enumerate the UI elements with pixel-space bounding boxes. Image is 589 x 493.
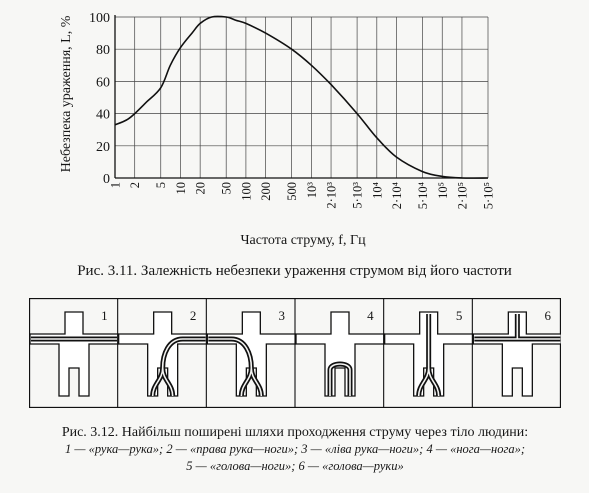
y-tick-label: 80 bbox=[96, 43, 110, 58]
current-path-inner bbox=[474, 314, 561, 340]
x-tick-label: 100 bbox=[239, 182, 253, 201]
x-tick-label: 10³ bbox=[305, 182, 319, 199]
y-tick-label: 60 bbox=[96, 75, 110, 90]
current-path-panel: 4 bbox=[294, 298, 385, 408]
x-tick-label: 5·10⁵ bbox=[482, 182, 496, 209]
x-tick-label: 5 bbox=[154, 182, 168, 188]
y-tick-labels: 0 20 40 60 80 100 bbox=[89, 11, 110, 187]
figure-3-11-caption: Рис. 3.11. Залежність небезпеки ураження… bbox=[77, 263, 512, 279]
caption-line-1: Рис. 3.12. Найбільш поширені шляхи прохо… bbox=[61, 425, 529, 440]
x-tick-labels: 1 2 5 10 20 50 100 200 500 10³ 2·10³ 5·10³ 10⁴ 2·10⁴ 5… bbox=[109, 182, 496, 210]
x-tick-label: 2·10³ bbox=[325, 182, 339, 209]
current-path-panel: 6 bbox=[471, 298, 561, 408]
figure-3-12-caption: Рис. 3.12. Найбільш поширені шляхи прохо… bbox=[4, 424, 586, 475]
x-axis-label: Частота струму, f, Гц bbox=[240, 233, 366, 248]
x-tick-label: 2·10⁵ bbox=[455, 182, 469, 209]
panel-number: 5 bbox=[456, 308, 463, 323]
y-axis-label: Небезпека ураження, L, % bbox=[59, 15, 74, 172]
x-tick-label: 20 bbox=[194, 182, 208, 195]
panel-number: 6 bbox=[545, 308, 552, 323]
panel-number: 2 bbox=[190, 308, 197, 323]
frequency-danger-chart: 0 20 40 60 80 100 1 2 5 10 20 50 100 200 500 10³ 2·10³ 5… bbox=[59, 11, 496, 248]
y-tick-label: 40 bbox=[96, 108, 110, 123]
caption-line-3: 5 — «голова—ноги»; 6 — «голова—руки» bbox=[186, 459, 404, 473]
human-silhouette bbox=[295, 311, 385, 397]
x-tick-label: 5·10⁴ bbox=[416, 182, 430, 209]
current-path-panel: 2 bbox=[117, 298, 208, 408]
y-tick-label: 0 bbox=[103, 172, 110, 187]
current-path-panel: 5 bbox=[383, 298, 474, 408]
chart-grid bbox=[114, 16, 489, 179]
x-tick-label: 500 bbox=[285, 182, 299, 201]
panel-number: 1 bbox=[101, 308, 108, 323]
x-tick-label: 2·10⁴ bbox=[390, 182, 404, 209]
x-tick-label: 200 bbox=[259, 182, 273, 201]
y-tick-label: 20 bbox=[96, 140, 110, 155]
x-tick-label: 50 bbox=[220, 182, 234, 195]
x-tick-label: 10 bbox=[174, 182, 188, 195]
x-tick-label: 10⁴ bbox=[370, 182, 384, 199]
panel-number: 4 bbox=[367, 308, 374, 323]
x-tick-label: 2 bbox=[128, 182, 142, 188]
current-path-inner bbox=[329, 363, 351, 396]
x-tick-label: 10⁵ bbox=[436, 182, 450, 199]
current-path-inner bbox=[417, 314, 440, 397]
current-path-inner bbox=[151, 338, 206, 397]
chart-axes bbox=[114, 15, 488, 179]
human-silhouette bbox=[472, 311, 561, 397]
current-paths-figure: 1 2 3 4 5 6 bbox=[29, 298, 561, 408]
x-tick-label: 1 bbox=[109, 182, 123, 188]
human-silhouette bbox=[29, 311, 119, 397]
current-path-inner bbox=[208, 338, 263, 397]
series-line bbox=[114, 15, 489, 179]
y-tick-label: 100 bbox=[89, 11, 110, 26]
x-tick-label: 5·10³ bbox=[351, 182, 365, 209]
panel-number: 3 bbox=[279, 308, 286, 323]
caption-line-2: 1 — «рука—рука»; 2 — «права рука—ноги»; … bbox=[64, 442, 526, 456]
current-path-panel: 1 bbox=[29, 308, 119, 397]
current-path-panel: 3 bbox=[205, 298, 296, 408]
